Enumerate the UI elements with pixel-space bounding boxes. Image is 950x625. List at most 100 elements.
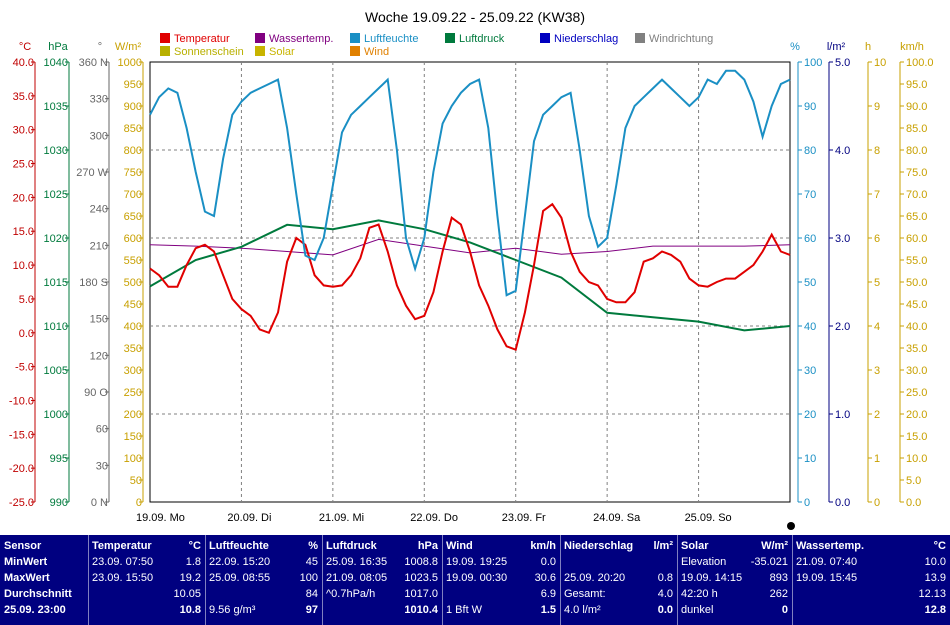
- stats-cell-label: 25.09. 20:20: [564, 572, 626, 584]
- axis-tick-label: 35.0: [906, 343, 927, 355]
- axis-tick-label: 500: [124, 277, 142, 289]
- stats-cell-label: 23.09. 15:50: [92, 572, 154, 584]
- legend-label: Windrichtung: [649, 33, 713, 45]
- axis-tick-label: 0: [136, 497, 142, 509]
- legend-swatch: [635, 33, 645, 43]
- stats-cell-label: ^0.7hPa/h: [326, 588, 376, 600]
- stats-cell-value: 30.6: [534, 572, 556, 584]
- stats-cell-value: 0.0: [657, 604, 673, 616]
- stats-cell-label: 21.09. 08:05: [326, 572, 388, 584]
- stats-cell-value: 10.05: [173, 588, 201, 600]
- axis-tick-label: 100: [804, 57, 822, 69]
- legend-label: Luftfeuchte: [364, 33, 418, 45]
- axis-tick-label: 5: [874, 277, 880, 289]
- axis-unit: °C: [19, 41, 31, 53]
- stats-cell-label: 9.56 g/m³: [209, 604, 256, 616]
- stats-column-title: Wind: [446, 540, 473, 552]
- axis-unit: %: [790, 41, 800, 53]
- axis-tick-label: 700: [124, 189, 142, 201]
- axis-tick-label: 1: [874, 453, 880, 465]
- axis-tick-label: 90.0: [906, 101, 927, 113]
- stats-column: Luftfeuchte% 22.09. 15:20 45 25.09. 08:55 10…: [205, 535, 323, 625]
- stats-column: Luftdruck hPa 25.09. 16:35 1008.8 21.09. 08:…: [322, 535, 443, 625]
- axis-tick-label: 1025: [44, 189, 68, 201]
- axis-unit: °: [98, 41, 102, 53]
- stats-cell-value: 97: [305, 604, 318, 616]
- axis-tick-label: 300: [124, 365, 142, 377]
- stats-row-label: MaxWert: [4, 572, 50, 584]
- axis-unit: h: [865, 41, 871, 53]
- stats-column-title: Wassertemp.: [796, 540, 865, 552]
- x-tick-label: 24.09. Sa: [593, 512, 641, 524]
- axis-tick-label: 0.0: [835, 497, 850, 509]
- axis-tick-label: 5.0: [835, 57, 850, 69]
- now-marker-icon: [787, 522, 795, 530]
- stats-column: Temperatur °C 23.09. 07:50 1.8 23.09. 15:50 1…: [88, 535, 206, 625]
- weather-chart: Woche 19.09.22 - 25.09.22 (KW38) Tempera…: [0, 0, 950, 535]
- legend-swatch: [255, 33, 265, 43]
- stats-column-unit: W/m²: [761, 540, 788, 552]
- axis-unit: W/m²: [115, 41, 142, 53]
- axis-tick-label: 7: [874, 189, 880, 201]
- stats-cell-value: 13.9: [924, 572, 946, 584]
- axis-tick-label: 60.0: [906, 233, 927, 245]
- axis-tick-label: 30.0: [13, 125, 34, 137]
- axis-tick-label: 0: [804, 497, 810, 509]
- axis-tick-label: 1030: [44, 145, 68, 157]
- stats-cell-value: 45: [305, 556, 318, 568]
- axis-tick-label: 1020: [44, 233, 68, 245]
- stats-row-label: 25.09. 23:00: [4, 604, 66, 616]
- axis-tick-label: 800: [124, 145, 142, 157]
- x-tick-label: 25.09. So: [685, 512, 732, 524]
- axis-tick-label: 20.0: [906, 409, 927, 421]
- stats-column-unit: km/h: [530, 540, 556, 552]
- legend-swatch: [350, 33, 360, 43]
- axis-tick-label: 400: [124, 321, 142, 333]
- axis-tick-label: 30: [96, 460, 108, 472]
- stats-column: Solar W/m² Elevation -35.021 19.09. 14:15 893…: [677, 535, 793, 625]
- axis-tick-label: 1005: [44, 365, 68, 377]
- legend-label: Wind: [364, 46, 389, 58]
- stats-cell-value: -35.021: [750, 556, 788, 568]
- axis-tick-label: 10.0: [13, 260, 34, 272]
- stats-column-title: Luftfeuchte: [209, 540, 269, 552]
- axis-tick-label: 100.0: [906, 57, 934, 69]
- axis-tick-label: 1.0: [835, 409, 850, 421]
- stats-cell-value: 262: [769, 588, 788, 600]
- stats-column-unit: °C: [188, 540, 201, 552]
- axis-tick-label: 900: [124, 101, 142, 113]
- stats-row-labels: Sensor MinWert MaxWert Durchschnitt 25.09. 2…: [0, 535, 89, 625]
- stats-cell-value: 12.13: [918, 588, 946, 600]
- stats-column: Niederschlag l/m² 25.09. 20:20 0.8 Gesamt: 4.…: [560, 535, 678, 625]
- stats-cell-label: 19.09. 19:25: [446, 556, 508, 568]
- x-axis-labels: 19.09. Mo 20.09. Di 21.09. Mi 22.09. Do 23.0…: [136, 512, 732, 524]
- stats-cell-value: 4.0: [657, 588, 673, 600]
- x-tick-label: 23.09. Fr: [502, 512, 546, 524]
- axis-tick-label: 550: [124, 255, 142, 267]
- stats-column-unit: l/m²: [653, 540, 673, 552]
- axis-tick-label: 20.0: [13, 192, 34, 204]
- axis-tick-label: 30: [804, 365, 816, 377]
- axis-tick-label: 15.0: [13, 226, 34, 238]
- axis-tick-label: 650: [124, 211, 142, 223]
- axis-tick-label: 90 O: [84, 387, 108, 399]
- axis-tick-label: 80.0: [906, 145, 927, 157]
- stats-cell-label: Elevation: [681, 556, 727, 568]
- axis-tick-label: 330: [90, 94, 108, 106]
- axis-tick-label: 360 N: [79, 57, 108, 69]
- axis-tick-label: 55.0: [906, 255, 927, 267]
- axis-tick-label: 1010: [44, 321, 68, 333]
- axis-tick-label: 50: [804, 277, 816, 289]
- axis-tick-label: 50: [130, 475, 142, 487]
- axis-tick-label: 45.0: [906, 299, 927, 311]
- stats-cell-label: dunkel: [681, 604, 714, 616]
- legend-label: Temperatur: [174, 33, 230, 45]
- x-tick-label: 22.09. Do: [410, 512, 458, 524]
- axis-tick-label: 210: [90, 240, 108, 252]
- stats-column: Wind km/h 19.09. 19:25 0.0 19.09. 00:30 30.6 6…: [442, 535, 561, 625]
- stats-column: Wassertemp. °C 21.09. 07:40 10.0 19.09. 15:4…: [792, 535, 950, 625]
- stats-table: Sensor MinWert MaxWert Durchschnitt 25.09. 2…: [0, 535, 950, 625]
- stats-cell-value: 1008.8: [404, 556, 438, 568]
- legend-label: Niederschlag: [554, 33, 618, 45]
- axis-tick-label: 40.0: [906, 321, 927, 333]
